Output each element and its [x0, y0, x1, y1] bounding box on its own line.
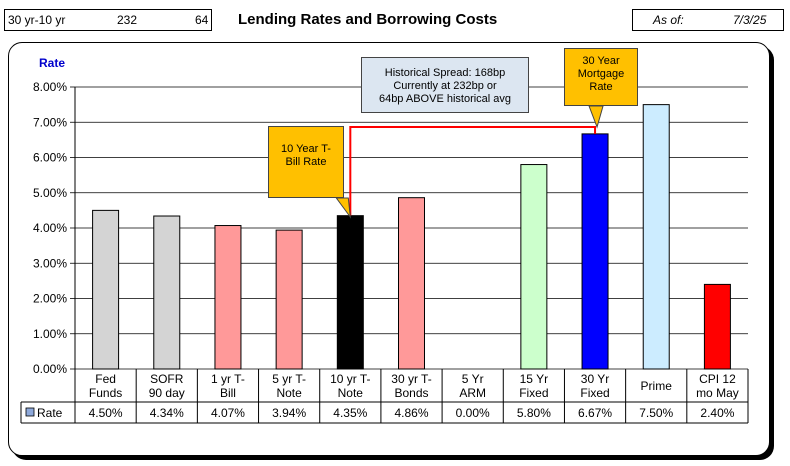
category-label: 5 Yr [462, 372, 484, 386]
y-axis-label: Rate [39, 56, 65, 70]
category-label: Fixed [580, 386, 609, 400]
category-label: 15 Yr [520, 372, 548, 386]
bar [642, 104, 670, 370]
thirty-year-callout: 30 Year Mortgage Rate [564, 48, 638, 106]
bar [92, 209, 120, 370]
category-label: Note [338, 386, 364, 400]
bar [275, 229, 303, 370]
spread-callout-line-1: Historical Spread: 168bp [384, 67, 506, 79]
bar-chart: Rate 0.00% 1.00% 2.00% 3.00% 4.00% 5.00% 6.00% 7… [20, 56, 749, 424]
category-label: 5 yr T- [272, 372, 306, 386]
category-label: mo May [696, 386, 739, 400]
category-label: 10 yr T- [330, 372, 370, 386]
spread-value: 232 [117, 13, 138, 27]
spread-diff: 64 [195, 13, 209, 27]
as-of-date: 7/3/25 [733, 13, 767, 27]
category-label: ARM [459, 386, 486, 400]
data-value-label: 4.34% [150, 406, 184, 420]
category-label: 90 day [149, 386, 185, 400]
thirty-year-callout-line-1: 30 Year [582, 55, 620, 67]
bar [581, 133, 609, 370]
category-label: 30 yr T- [391, 372, 431, 386]
data-value-label: 5.80% [517, 406, 551, 420]
category-label: 30 Yr [581, 372, 609, 386]
thirty-year-callout-pointer [588, 105, 604, 129]
category-label: SOFR [150, 372, 184, 386]
y-tick-label: 0.00% [33, 362, 67, 376]
spread-connector-line [349, 126, 597, 216]
thirty-year-callout-line-2: Mortgage [577, 68, 625, 80]
category-label: Funds [89, 386, 122, 400]
bar [703, 283, 731, 370]
category-label: Note [276, 386, 302, 400]
spread-label: 30 yr-10 yr [8, 13, 66, 27]
bar [336, 215, 364, 370]
category-label: CPI 12 [699, 372, 736, 386]
legend-swatch [25, 407, 35, 417]
data-value-label: 0.00% [456, 406, 490, 420]
ten-year-callout: 10 Year T- Bill Rate [268, 126, 344, 198]
data-value-label: 2.40% [700, 406, 734, 420]
page-title: Lending Rates and Borrowing Costs [238, 11, 498, 28]
y-tick-label: 1.00% [33, 327, 67, 341]
data-value-label: 4.07% [211, 406, 245, 420]
y-tick-label: 7.00% [33, 115, 67, 129]
category-label: Bill [220, 386, 236, 400]
data-value-label: 4.50% [89, 406, 123, 420]
category-label: Prime [641, 379, 673, 393]
spread-callout-line-2: Currently at 232bp or [393, 80, 497, 92]
chart-panel: Rate 0.00% 1.00% 2.00% 3.00% 4.00% 5.00% 6.00% 7… [8, 42, 770, 456]
ten-year-callout-line-2: Bill Rate [285, 156, 327, 168]
as-of-label: As of: [653, 13, 684, 27]
category-label: Fed [95, 372, 116, 386]
spread-summary-box: 30 yr-10 yr 232 64 [4, 9, 212, 31]
ten-year-callout-pointer [335, 197, 352, 219]
y-tick-label: 2.00% [33, 292, 67, 306]
thirty-year-callout-line-3: Rate [589, 81, 613, 93]
category-label: 1 yr T- [211, 372, 245, 386]
data-value-label: 6.67% [578, 406, 612, 420]
y-tick-label: 6.00% [33, 151, 67, 165]
bar [520, 164, 548, 370]
as-of-box: As of: 7/3/25 [632, 9, 784, 31]
bar [214, 225, 242, 370]
category-label: Fixed [519, 386, 548, 400]
y-tick-label: 8.00% [33, 80, 67, 94]
data-value-label: 3.94% [272, 406, 306, 420]
data-value-label: 7.50% [639, 406, 673, 420]
legend-entry: Rate [37, 406, 63, 420]
y-tick-label: 3.00% [33, 256, 67, 270]
category-label: Bonds [394, 386, 428, 400]
bar [398, 197, 425, 370]
spread-callout: Historical Spread: 168bp Currently at 23… [361, 57, 529, 113]
spread-callout-line-3: 64bp ABOVE historical avg [378, 93, 512, 105]
y-tick-label: 5.00% [33, 186, 67, 200]
y-tick-label: 4.00% [33, 221, 67, 235]
data-value-label: 4.86% [394, 406, 428, 420]
data-value-label: 4.35% [333, 406, 367, 420]
ten-year-callout-line-1: 10 Year T- [281, 143, 331, 155]
bar [153, 215, 181, 370]
